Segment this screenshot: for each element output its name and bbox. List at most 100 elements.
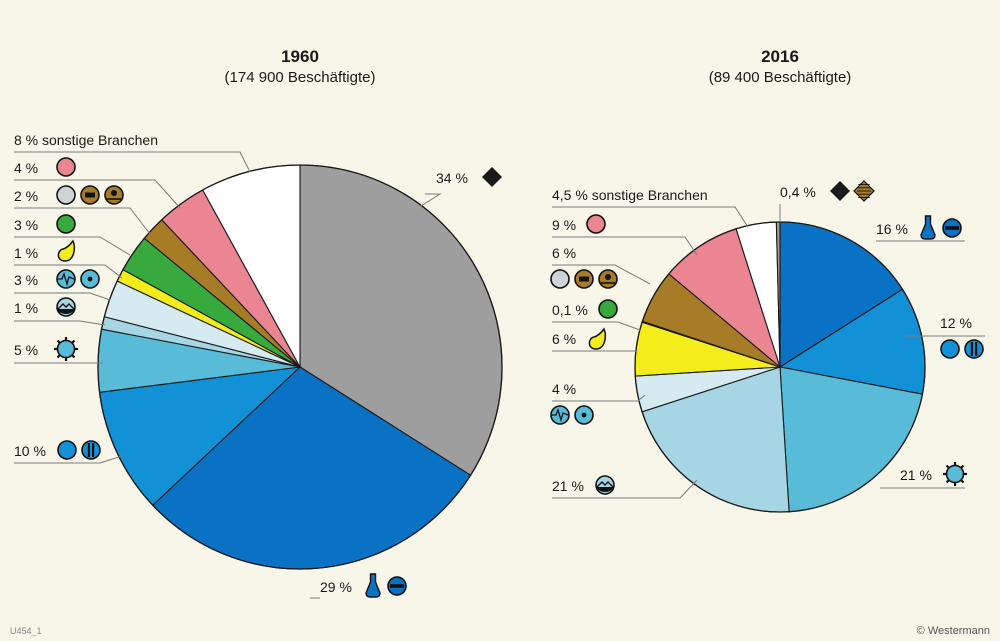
slice-label-1-2: 21 % (900, 467, 932, 483)
label-1-10: 0,4 % (779, 180, 875, 222)
gear-sun-icon (943, 462, 967, 486)
labels-1960: 34 % 29 % 10 % 5 % 1 % 3 % 1 % 3 % 2 % 4 % 8 % son… (14, 132, 502, 599)
grey-circle-icon (550, 269, 570, 289)
slice-label-1-8: 9 % (552, 217, 576, 233)
label-1-1: 12 % (905, 315, 985, 359)
leader-line-0-7 (14, 236, 131, 256)
slice-label-0-7: 3 % (14, 217, 38, 233)
leader-line-1-3 (552, 479, 698, 499)
slice-label-1-10: 0,4 % (780, 184, 816, 200)
leader-line-0-5 (14, 292, 111, 301)
brown-striped-diamond-icon (853, 180, 875, 202)
slice-label-1-5: 6 % (552, 331, 576, 347)
label-0-7: 3 % (14, 214, 131, 256)
brown-person-circle-icon (104, 185, 124, 205)
leader-line-0-8 (14, 207, 151, 235)
slice-label-0-1: 29 % (320, 579, 352, 595)
label-0-8: 2 % (14, 185, 151, 235)
label-1-2: 21 % (880, 462, 967, 489)
blue-circle-icon (57, 440, 77, 460)
slice-label-1-0: 16 % (876, 221, 908, 237)
chart-2016: 2016 (89 400 Beschäftigte) 16 % 12 % 21 % 2… (550, 47, 985, 513)
slice-label-0-4: 1 % (14, 300, 38, 316)
label-1-6: 0,1 % (552, 299, 641, 331)
chart-1960: 1960 (174 900 Beschäftigte) 34 % 29 % 10 %… (14, 47, 503, 599)
label-1-9: 4,5 % sonstige Branchen (552, 187, 749, 228)
chart-2016-title: 2016 (761, 47, 799, 66)
label-0-4: 1 % (14, 297, 106, 326)
label-1-3: 21 % (552, 475, 698, 499)
black-diamond-icon (482, 167, 502, 187)
pie-1960 (97, 164, 503, 570)
blue-circle-double-bar-icon (81, 440, 101, 460)
pie-0-outline (97, 164, 503, 570)
slice-label-0-8: 2 % (14, 188, 38, 204)
slice-label-0-5: 3 % (14, 272, 38, 288)
blue-circle-bar-icon (942, 218, 962, 238)
label-1-8: 9 % (552, 214, 698, 256)
slice-label-1-4: 4 % (552, 381, 576, 397)
blue-circle-double-bar-icon (964, 339, 984, 359)
label-0-6: 1 % (14, 239, 123, 279)
label-1-7: 6 % (550, 245, 651, 289)
slice-label-0-9: 4 % (14, 160, 38, 176)
label-0-5: 3 % (14, 269, 111, 301)
pink-circle-icon (56, 157, 76, 177)
grey-circle-icon (56, 185, 76, 205)
leader-line-1-9 (552, 206, 749, 228)
label-1-4: 4 % (550, 381, 646, 425)
leader-line-1-7 (552, 264, 651, 285)
chart-1960-title: 1960 (281, 47, 319, 66)
yellow-drop-icon (588, 327, 607, 350)
slice-label-1-7: 6 % (552, 245, 576, 261)
copyright-credit: © Westermann (917, 625, 990, 637)
chart-2016-subtitle: (89 400 Beschäftigte) (709, 69, 852, 86)
brown-person-circle-icon (598, 269, 618, 289)
brown-bar-circle-icon (80, 185, 100, 205)
leader-line-0-2 (14, 454, 126, 464)
label-0-10: 8 % sonstige Branchen (14, 132, 251, 173)
label-0-2: 10 % (14, 440, 126, 464)
labels-2016: 16 % 12 % 21 % 21 % 4 % 6 % 0,1 % 6 % 9 % 4,5 % s… (550, 180, 985, 499)
dot-circle-icon (574, 405, 594, 425)
wave-circle-icon (56, 297, 76, 317)
leader-line-0-6 (14, 264, 123, 279)
leader-line-1-6 (552, 321, 641, 331)
slice-label-1-3: 21 % (552, 478, 584, 494)
leader-line-1-4 (552, 394, 646, 402)
label-0-9: 4 % (14, 157, 181, 209)
leader-line-0-9 (14, 179, 181, 209)
dot-circle-icon (80, 269, 100, 289)
yellow-drop-icon (57, 239, 76, 262)
label-1-0: 16 % (876, 215, 965, 242)
black-diamond-icon (830, 181, 850, 201)
gear-sun-icon (54, 337, 78, 361)
slice-label-1-9: 4,5 % sonstige Branchen (552, 187, 708, 203)
slice-label-1-6: 0,1 % (552, 302, 588, 318)
wave-circle-icon (595, 475, 615, 495)
chart-1960-subtitle: (174 900 Beschäftigte) (225, 69, 376, 86)
label-1-5: 6 % (552, 327, 637, 352)
flask-icon (920, 215, 936, 240)
flask-icon (365, 573, 381, 598)
pink-circle-icon (586, 214, 606, 234)
label-0-3: 5 % (14, 337, 103, 364)
slice-label-0-6: 1 % (14, 245, 38, 261)
brown-bar-circle-icon (574, 269, 594, 289)
slice-label-0-2: 10 % (14, 443, 46, 459)
leader-line-0-10 (14, 151, 251, 173)
blue-circle-bar-icon (387, 576, 407, 596)
pie-2016 (634, 221, 926, 513)
leader-line-0-4 (14, 320, 106, 326)
pulse-circle-icon (550, 405, 570, 425)
leader-line-0-0 (420, 193, 442, 207)
green-circle-icon (56, 214, 76, 234)
green-circle-icon (598, 299, 618, 319)
blue-circle-icon (940, 339, 960, 359)
pulse-circle-icon (56, 269, 76, 289)
slice-label-0-0: 34 % (436, 170, 468, 186)
slice-label-0-3: 5 % (14, 342, 38, 358)
leader-line-1-8 (552, 236, 698, 256)
label-0-1: 29 % (310, 573, 407, 599)
